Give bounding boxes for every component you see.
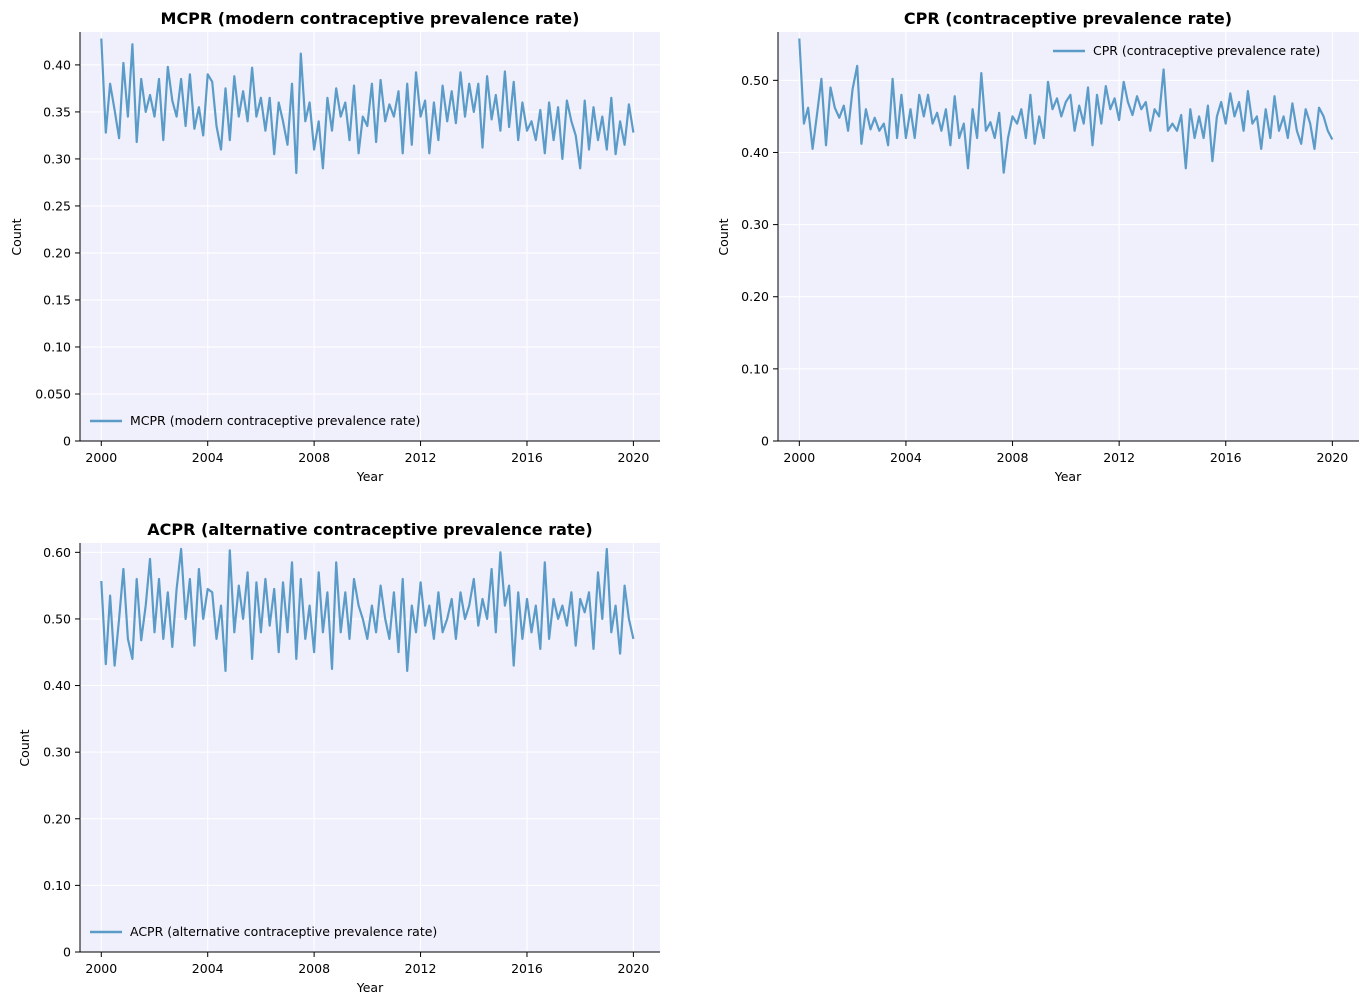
gridlines [80,32,660,442]
cpr-line [798,38,1334,174]
gridlines [778,32,1359,442]
x-tick-label: 2000 [85,961,117,976]
y-tick-label: 0.40 [43,57,71,72]
y-tick-label: 0.40 [43,678,71,693]
x-tick-label: 2008 [298,450,330,465]
x-tick-label: 2004 [890,450,922,465]
y-tick-label: 0.30 [43,745,71,760]
subplot-acpr: 2000 2004 2008 2012 2016 2020 0 0.10 0.20 0.30 0.4… [17,520,660,995]
legend: MCPR (modern contraceptive prevalence ra… [90,413,420,428]
x-tick-label: 2004 [192,961,224,976]
legend-label: CPR (contraceptive prevalence rate) [1093,43,1320,58]
y-tick-label: 0.30 [741,217,769,232]
y-axis-label: Count [9,218,24,255]
y-tick-label: 0 [63,434,71,449]
x-tick-label: 2008 [298,961,330,976]
x-tick-label: 2020 [617,961,649,976]
y-tick-label: 0 [63,945,71,960]
x-tick-label: 2004 [192,450,224,465]
x-tick-label: 2012 [405,961,437,976]
chart-title: CPR (contraceptive prevalence rate) [904,9,1232,28]
chart-title: ACPR (alternative contraceptive prevalen… [147,520,592,539]
acpr-line [100,547,635,672]
y-tick-label: 0.50 [741,73,769,88]
x-tick-label: 2000 [783,450,815,465]
y-tick-label: 0.10 [43,878,71,893]
plot-area [778,32,1359,441]
tick-labels: 2000 2004 2008 2012 2016 2020 0 0.10 0.20 0.30 0.4… [43,545,649,976]
x-tick-label: 2016 [511,961,543,976]
x-tick-label: 2000 [85,450,117,465]
subplot-mcpr: 2000 2004 2008 2012 2016 2020 0 0.050 0.10 0.15 0.… [9,9,660,484]
y-axis-label: Count [716,218,731,255]
y-axis-label: Count [17,729,32,766]
tick-labels: 2000 2004 2008 2012 2016 2020 0 0.10 0.20 0.30 0.4… [741,73,1348,465]
x-tick-label: 2016 [1210,450,1242,465]
y-tick-label: 0.20 [43,811,71,826]
y-tick-label: 0.25 [43,198,71,213]
y-tick-label: 0.050 [35,386,71,401]
y-tick-label: 0.50 [43,611,71,626]
x-tick-label: 2020 [617,450,649,465]
y-tick-label: 0.10 [741,361,769,376]
y-tick-label: 0.20 [43,245,71,260]
chart-title: MCPR (modern contraceptive prevalence ra… [161,9,580,28]
gridlines [80,543,660,953]
legend-label: ACPR (alternative contraceptive prevalen… [130,924,437,939]
y-tick-label: 0.60 [43,545,71,560]
y-tick-label: 0.35 [43,104,71,119]
tick-labels: 2000 2004 2008 2012 2016 2020 0 0.050 0.10 0.15 0.… [35,57,649,465]
y-tick-label: 0.30 [43,151,71,166]
legend: CPR (contraceptive prevalence rate) [1053,43,1320,58]
x-axis-label: Year [1054,469,1082,484]
x-tick-label: 2020 [1316,450,1348,465]
x-tick-label: 2016 [511,450,543,465]
y-tick-label: 0.15 [43,292,71,307]
legend-label: MCPR (modern contraceptive prevalence ra… [130,413,420,428]
x-tick-label: 2012 [1103,450,1135,465]
legend: ACPR (alternative contraceptive prevalen… [90,924,437,939]
x-axis-label: Year [356,469,384,484]
x-tick-label: 2008 [997,450,1029,465]
x-axis-label: Year [356,980,384,995]
y-tick-label: 0 [761,434,769,449]
subplot-cpr: 2000 2004 2008 2012 2016 2020 0 0.10 0.20 0.30 0.4… [716,9,1359,484]
y-tick-label: 0.40 [741,145,769,160]
y-tick-label: 0.20 [741,289,769,304]
mcpr-line [100,38,635,175]
x-tick-label: 2012 [405,450,437,465]
y-tick-label: 0.10 [43,339,71,354]
